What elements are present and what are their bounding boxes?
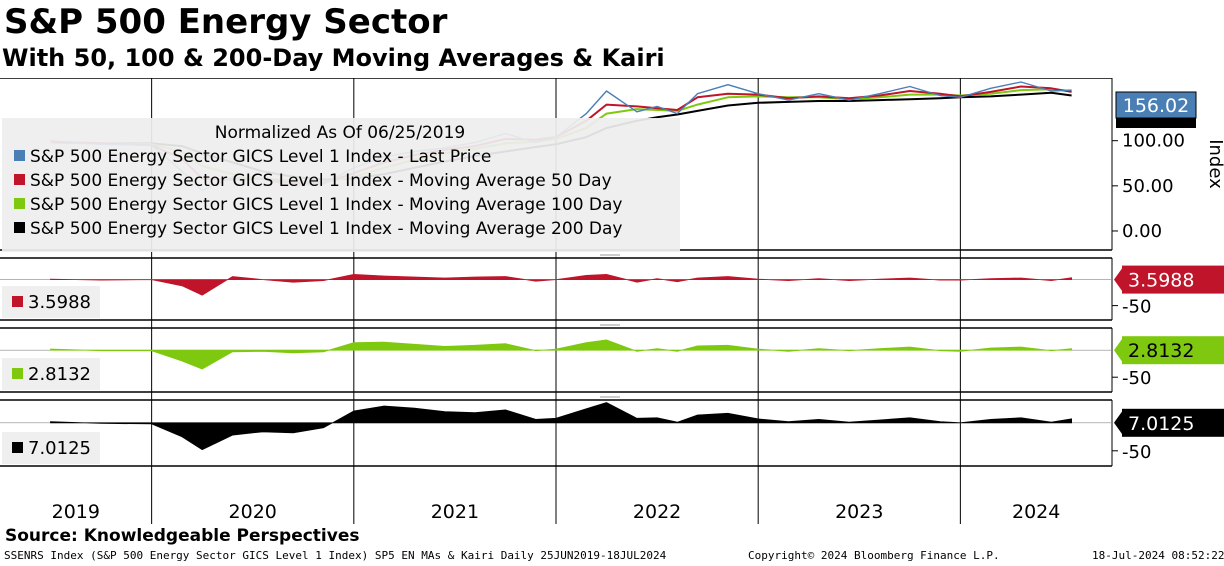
legend-background [2, 118, 680, 252]
y-tick-label: 50.00 [1122, 176, 1174, 197]
kairi-label-swatch [12, 442, 23, 453]
kairi-area-ma50 [50, 273, 1072, 296]
y-tick-label: 0.00 [1122, 221, 1162, 242]
legend-entry-price: S&P 500 Energy Sector GICS Level 1 Index… [30, 147, 491, 167]
kairi-tag-pointer [1114, 265, 1124, 294]
footer-copyright: Copyright© 2024 Bloomberg Finance L.P. [748, 549, 1000, 562]
kairi-area-ma200 [50, 402, 1072, 451]
source-note: Source: Knowledgeable Perspectives [5, 526, 360, 546]
footer-index-info: SSENRS Index (S&P 500 Energy Sector GICS… [4, 549, 667, 562]
chart-title: S&P 500 Energy Sector [4, 2, 448, 42]
legend-swatch-ma100 [14, 198, 25, 209]
ma200-tag-bg [1116, 118, 1196, 128]
legend-swatch-price [14, 150, 25, 161]
kairi-label-swatch [12, 296, 23, 307]
year-label: 2024 [1012, 501, 1060, 523]
y-tick-label: 100.00 [1122, 131, 1185, 152]
kairi-label-value: 3.5988 [28, 292, 91, 313]
kairi-tick-label: -50 [1122, 442, 1151, 463]
last-price-tag-value: 156.02 [1123, 95, 1189, 117]
year-label: 2021 [431, 501, 479, 523]
legend-entry-ma200: S&P 500 Energy Sector GICS Level 1 Index… [30, 219, 622, 239]
chart: 2019 2020 2021 2022 2023 2024 0.00 50.00 100.00 I… [0, 78, 1224, 524]
kairi-label-value: 7.0125 [28, 438, 91, 459]
kairi-label-value: 2.8132 [28, 364, 91, 385]
year-label: 2020 [229, 501, 277, 523]
legend-swatch-ma200 [14, 222, 25, 233]
year-label: 2019 [52, 501, 100, 523]
kairi-area-ma100 [50, 339, 1072, 370]
kairi-tick-label: -50 [1122, 368, 1151, 389]
footer-timestamp: 18-Jul-2024 08:52:22 [1092, 549, 1224, 562]
legend: Normalized As Of 06/25/2019 S&P 500 Energ… [2, 118, 680, 252]
kairi-tick-label: -50 [1122, 297, 1151, 318]
kairi-tag-value: 7.0125 [1128, 413, 1194, 435]
legend-entry-ma50: S&P 500 Energy Sector GICS Level 1 Index… [30, 171, 612, 191]
chart-subtitle: With 50, 100 & 200-Day Moving Averages &… [2, 44, 665, 72]
kairi-tag-bg [1122, 336, 1224, 365]
year-label: 2023 [835, 501, 883, 523]
kairi-label-swatch [12, 368, 23, 379]
kairi-tag-value: 2.8132 [1128, 340, 1194, 362]
kairi-tag-bg [1122, 265, 1224, 294]
legend-title: Normalized As Of 06/25/2019 [215, 123, 465, 143]
kairi-tag-pointer [1114, 408, 1124, 437]
y-axis-label: Index [1205, 139, 1224, 189]
kairi-tag-bg [1122, 408, 1224, 437]
legend-swatch-ma50 [14, 174, 25, 185]
year-label: 2022 [633, 501, 681, 523]
legend-entry-ma100: S&P 500 Energy Sector GICS Level 1 Index… [30, 195, 622, 215]
kairi-tag-pointer [1114, 336, 1124, 365]
kairi-tag-value: 3.5988 [1128, 270, 1194, 292]
